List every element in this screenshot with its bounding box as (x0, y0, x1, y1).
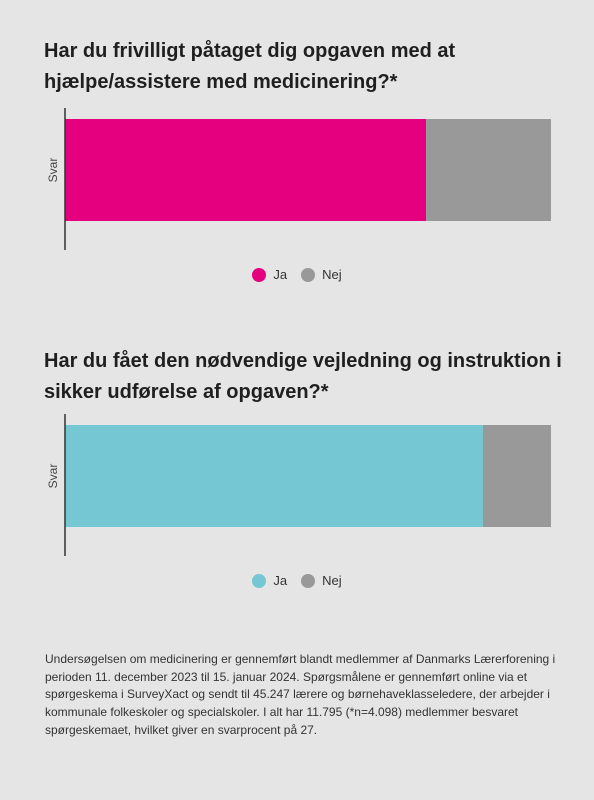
legend-label-ja: Ja (273, 267, 288, 282)
chart-2-legend: Ja Nej (0, 573, 594, 588)
legend-item-nej[interactable]: Nej (301, 267, 342, 282)
legend-marker-ja (252, 267, 267, 282)
legend-marker-nej (301, 267, 316, 282)
chart-1-title: Har du frivilligt påtaget dig opgaven me… (44, 40, 456, 93)
legend-item-ja[interactable]: Ja (252, 267, 287, 282)
legend-item-nej[interactable]: Nej (301, 573, 342, 588)
bar-nej[interactable] (482, 425, 551, 527)
bar-ja[interactable] (65, 425, 483, 527)
bar-ja[interactable] (65, 119, 427, 221)
legend-label-nej: Nej (322, 573, 342, 588)
y-tick-label: Svar (46, 158, 60, 183)
legend-marker-nej (301, 573, 316, 588)
y-tick-label: Svar (46, 464, 60, 489)
legend-item-ja[interactable]: Ja (252, 573, 287, 588)
legend-marker-ja (252, 573, 267, 588)
chart-2-plot: Svar (46, 414, 551, 556)
chart-1-legend: Ja Nej (0, 267, 594, 282)
bar-nej[interactable] (426, 119, 551, 221)
chart-1-plot: Svar (46, 108, 551, 250)
chart-2-title: Har du fået den nødvendige vejledning og… (44, 350, 562, 403)
footnote: Undersøgelsen om medicinering er gennemf… (45, 652, 556, 737)
legend-label-nej: Nej (322, 267, 342, 282)
legend-label-ja: Ja (273, 573, 288, 588)
